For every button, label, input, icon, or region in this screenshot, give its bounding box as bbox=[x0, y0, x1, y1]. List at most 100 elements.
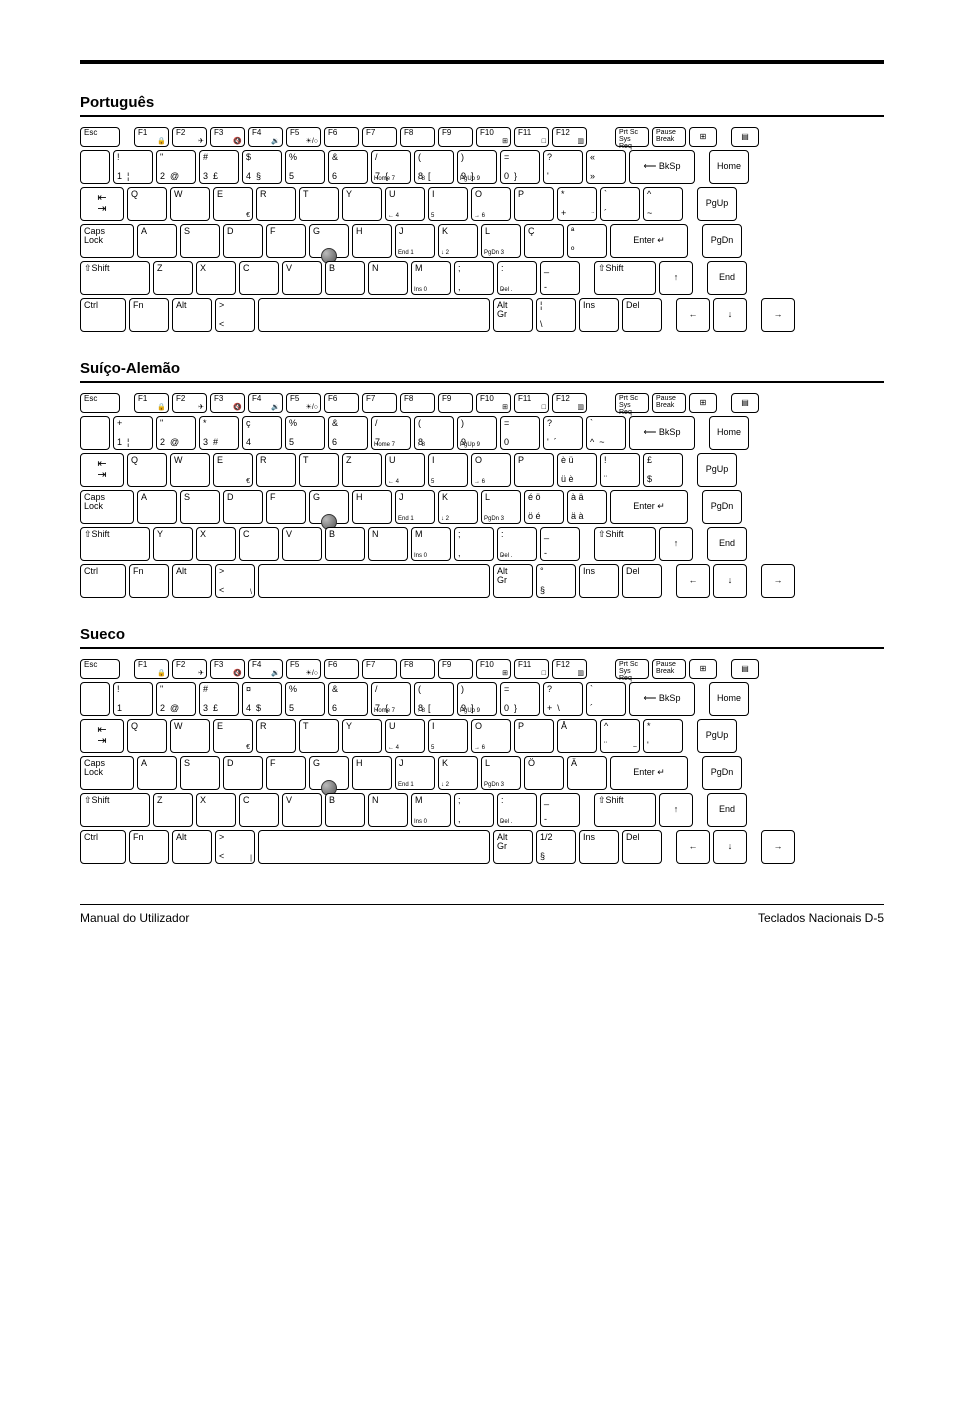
key-V: V bbox=[282, 793, 322, 827]
key-punc: ;, bbox=[454, 261, 494, 295]
key-K: K↓ 2 bbox=[438, 490, 478, 524]
key-home: Home bbox=[709, 416, 749, 450]
key-5: %5 bbox=[285, 416, 325, 450]
key-enter: Enter ↵ bbox=[610, 224, 688, 258]
key-pgdn: PgDn bbox=[702, 756, 742, 790]
key-1: !1 ¦ bbox=[113, 150, 153, 184]
key-f5: F5☀/○ bbox=[286, 393, 321, 413]
key-end: End bbox=[707, 261, 747, 295]
key-G: G bbox=[309, 756, 349, 790]
key-P: P bbox=[514, 453, 554, 487]
key-space bbox=[258, 564, 490, 598]
key-f10: F10⊞ bbox=[476, 127, 511, 147]
key-N: N bbox=[368, 793, 408, 827]
footer-right: Teclados Nacionais D-5 bbox=[758, 911, 884, 925]
key-1: +1 ¦ bbox=[113, 416, 153, 450]
key-f12: F12▥ bbox=[552, 393, 587, 413]
key-B: B bbox=[325, 793, 365, 827]
key-T: T bbox=[299, 719, 339, 753]
key-L: LPgDn 3 bbox=[481, 756, 521, 790]
key-': ?' ´ bbox=[543, 416, 583, 450]
key-home: Home bbox=[709, 150, 749, 184]
key-pause: PauseBreak bbox=[652, 393, 686, 413]
key-capslock: CapsLock bbox=[80, 756, 134, 790]
key-f1: F1🔒 bbox=[134, 659, 169, 679]
key-capslock: CapsLock bbox=[80, 224, 134, 258]
key-f5: F5☀/○ bbox=[286, 127, 321, 147]
key-space bbox=[258, 830, 490, 864]
key-H: H bbox=[352, 224, 392, 258]
key-fn: Fn bbox=[129, 830, 169, 864]
key-4: ¤4 $ bbox=[242, 682, 282, 716]
key-up: ↑ bbox=[659, 261, 693, 295]
key-F: F bbox=[266, 224, 306, 258]
key-f4: F4🔉 bbox=[248, 659, 283, 679]
key-win: ⊞ bbox=[689, 393, 717, 413]
key-A: A bbox=[137, 224, 177, 258]
key-prtsc: Prt ScSys Req bbox=[615, 393, 649, 413]
key-f11: F11□ bbox=[514, 393, 549, 413]
key-W: W bbox=[170, 187, 210, 221]
key-B: B bbox=[325, 261, 365, 295]
key-Y: Y bbox=[342, 719, 382, 753]
key-left: ← bbox=[676, 564, 710, 598]
key-3: *3 # bbox=[199, 416, 239, 450]
key-P: P bbox=[514, 187, 554, 221]
key-punc: :.Del . bbox=[497, 261, 537, 295]
key-backspace: ⟵ BkSp bbox=[629, 416, 695, 450]
key-f11: F11□ bbox=[514, 127, 549, 147]
key-2: "2 @ bbox=[156, 416, 196, 450]
key-A: A bbox=[137, 756, 177, 790]
key-A: A bbox=[137, 490, 177, 524]
key-G: G bbox=[309, 224, 349, 258]
key-prtsc: Prt ScSys Req bbox=[615, 659, 649, 679]
key-pgup: PgUp bbox=[697, 453, 737, 487]
key-ins: Ins bbox=[579, 830, 619, 864]
key-f3: F3🔇 bbox=[210, 659, 245, 679]
key-f12: F12▥ bbox=[552, 659, 587, 679]
key-enter: Enter ↵ bbox=[610, 756, 688, 790]
key-2: "2 @ bbox=[156, 150, 196, 184]
key-f11: F11□ bbox=[514, 659, 549, 679]
key-f4: F4🔉 bbox=[248, 393, 283, 413]
key-f10: F10⊞ bbox=[476, 393, 511, 413]
key-9: )9 PgUp 9 bbox=[457, 416, 497, 450]
key-Z: Z bbox=[342, 453, 382, 487]
key-»: «» bbox=[586, 150, 626, 184]
key-punc: _- bbox=[540, 793, 580, 827]
key-L: LPgDn 3 bbox=[481, 490, 521, 524]
key-M: MIns 0 bbox=[411, 793, 451, 827]
key-f7: F7 bbox=[362, 127, 397, 147]
key-altgr: AltGr bbox=[493, 830, 533, 864]
key-X: X bbox=[196, 527, 236, 561]
key-f7: F7 bbox=[362, 659, 397, 679]
key-f1: F1🔒 bbox=[134, 393, 169, 413]
key-C: C bbox=[239, 793, 279, 827]
key-V: V bbox=[282, 527, 322, 561]
key-pause: PauseBreak bbox=[652, 127, 686, 147]
key-rshift: ⇧Shift bbox=[594, 527, 656, 561]
key-1: !1 bbox=[113, 682, 153, 716]
key-7: /7 Home 7 bbox=[371, 416, 411, 450]
key-alt: Alt bbox=[172, 298, 212, 332]
key-X: X bbox=[196, 261, 236, 295]
key-0: =0 bbox=[500, 416, 540, 450]
key-P: P bbox=[514, 719, 554, 753]
key-Z: Z bbox=[153, 261, 193, 295]
key-7: /7 {Home 7 bbox=[371, 150, 411, 184]
key-9: )9 ]PgUp 9 bbox=[457, 682, 497, 716]
key-R: R bbox=[256, 453, 296, 487]
key-left: ← bbox=[676, 830, 710, 864]
key-tab: ⇤⇥ bbox=[80, 719, 124, 753]
key-O: O→ 6 bbox=[471, 453, 511, 487]
key-f7: F7 bbox=[362, 393, 397, 413]
key-R: R bbox=[256, 719, 296, 753]
key-M: MIns 0 bbox=[411, 261, 451, 295]
key-win: ⊞ bbox=[689, 659, 717, 679]
key-rshift: ⇧Shift bbox=[594, 793, 656, 827]
key-X: X bbox=[196, 793, 236, 827]
key-O: O→ 6 bbox=[471, 719, 511, 753]
key-S: S bbox=[180, 224, 220, 258]
key-menu: ▤ bbox=[731, 127, 759, 147]
key-D: D bbox=[223, 224, 263, 258]
